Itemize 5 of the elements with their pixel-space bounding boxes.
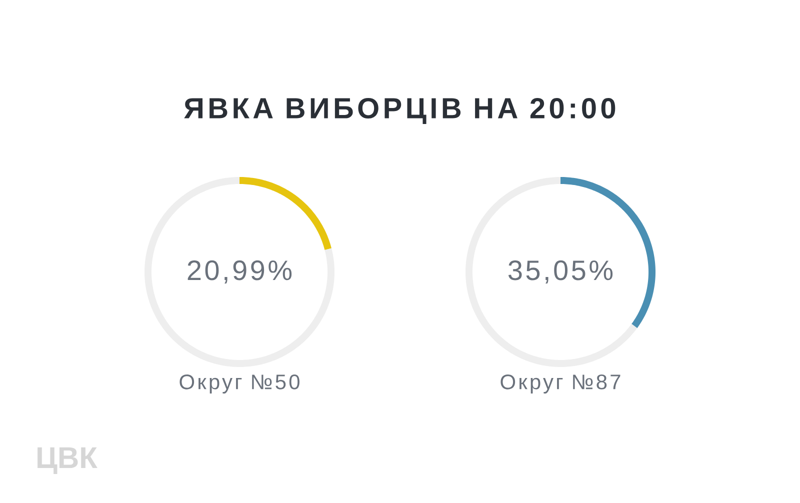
text: Округ №87: [500, 374, 620, 394]
data-label: 20,99%: [188, 260, 292, 284]
data-label: 35,05%: [508, 260, 613, 284]
text: ЯВКА ВИБОРЦІВ НА 20:00: [184, 98, 616, 124]
text: Округ №50: [180, 374, 300, 394]
